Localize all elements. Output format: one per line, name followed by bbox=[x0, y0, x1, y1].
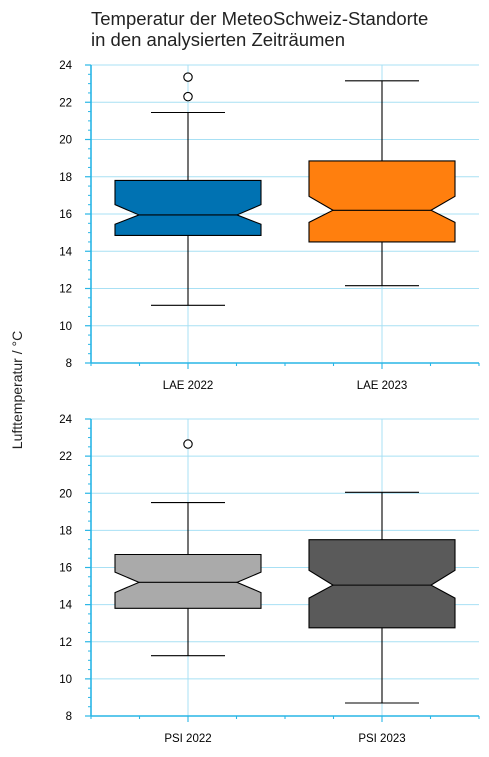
x-tick-label: PSI 2022 bbox=[164, 733, 211, 745]
y-tick-label: 22 bbox=[59, 451, 72, 463]
y-tick-label: 18 bbox=[59, 172, 72, 184]
y-tick-label: 22 bbox=[59, 97, 72, 109]
x-tick-label: PSI 2023 bbox=[358, 733, 405, 745]
box-body bbox=[114, 553, 262, 609]
y-tick-label: 18 bbox=[59, 525, 72, 537]
chart-title: Temperatur der MeteoSchweiz-Standorte in… bbox=[91, 8, 481, 50]
y-tick-label: 16 bbox=[59, 209, 72, 221]
chart-title-line-1: Temperatur der MeteoSchweiz-Standorte bbox=[91, 8, 429, 29]
outlier-point bbox=[183, 439, 193, 449]
y-tick-label: 8 bbox=[66, 711, 72, 723]
y-tick-label: 8 bbox=[66, 358, 72, 370]
box-psi-2023: PSI 2023 bbox=[308, 491, 456, 745]
y-tick-label: 14 bbox=[59, 600, 72, 612]
x-tick-label: LAE 2022 bbox=[163, 380, 214, 392]
y-tick-label: 14 bbox=[59, 246, 72, 258]
box-body bbox=[308, 160, 456, 243]
box-psi-2022: PSI 2022 bbox=[114, 439, 262, 745]
y-tick-label: 12 bbox=[59, 284, 72, 296]
x-tick-label: LAE 2023 bbox=[357, 380, 408, 392]
y-axis-label: Lufttemperatur / °C bbox=[9, 331, 25, 449]
y-tick-label: 10 bbox=[59, 321, 72, 333]
y-tick-label: 12 bbox=[59, 637, 72, 649]
y-tick-label: 20 bbox=[59, 135, 72, 147]
y-tick-label: 24 bbox=[59, 60, 72, 72]
box-body bbox=[308, 539, 456, 629]
box-lae-2023: LAE 2023 bbox=[308, 80, 456, 392]
outlier-point bbox=[183, 91, 193, 102]
y-tick-label: 10 bbox=[59, 674, 72, 686]
chart-panel-1: 8 10 12 14 16 18 20 22 24 LAE 2022 LAE 2023 bbox=[59, 60, 480, 392]
y-tick-label: 20 bbox=[59, 488, 72, 500]
y-tick-label: 24 bbox=[59, 414, 72, 426]
box-body bbox=[114, 179, 262, 236]
chart-panel-2: 8 10 12 14 16 18 20 22 24 PSI 2022 PSI 2023 bbox=[59, 414, 480, 745]
box-lae-2022: LAE 2022 bbox=[114, 72, 262, 392]
y-tick-label: 16 bbox=[59, 563, 72, 575]
chart-title-line-2: in den analysierten Zeiträumen bbox=[91, 29, 346, 50]
outlier-point bbox=[183, 72, 193, 82]
